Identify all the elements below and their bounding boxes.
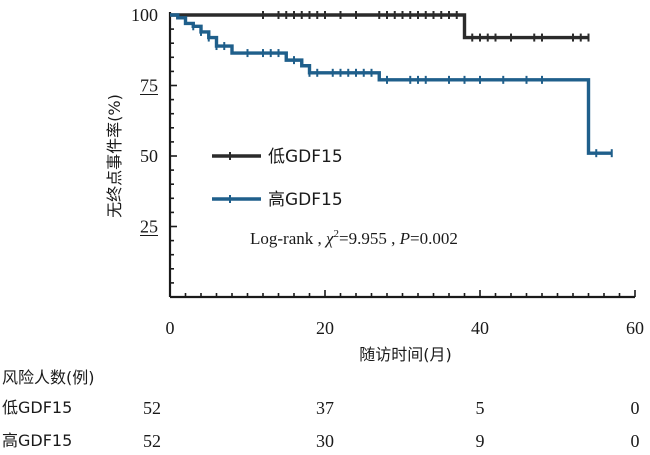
legend-label-2: 高GDF15 [268, 190, 343, 210]
series-layer [170, 11, 613, 158]
risk-cell: 30 [316, 431, 334, 451]
risk-cell: 52 [143, 431, 161, 451]
legend: 低GDF15 高GDF15 Log-rank , χ2=9.955 , P=0.00… [212, 147, 458, 248]
y-axis-title: 无终点事件率(%) [105, 94, 124, 218]
risk-cell: 9 [475, 431, 485, 451]
x-tick-label: 20 [316, 318, 334, 338]
risk-cell: 0 [630, 398, 640, 418]
axes: 25 50 75 100 0 20 40 60 [131, 5, 644, 338]
risk-cell: 0 [630, 431, 640, 451]
risk-cell: 37 [316, 398, 334, 418]
risk-cell: 5 [475, 398, 485, 418]
y-tick-label: 100 [131, 5, 158, 25]
risk-row-label: 低GDF15 [2, 398, 73, 417]
x-tick-label: 40 [471, 318, 489, 338]
legend-label-1: 低GDF15 [268, 147, 343, 167]
risk-row-label: 高GDF15 [2, 431, 73, 450]
series-line-2 [170, 13, 612, 155]
axis-labels: 无终点事件率(%) 随访时间(月) [105, 94, 452, 364]
risk-table-title: 风险人数(例) [2, 368, 95, 387]
risk-cell: 52 [143, 398, 161, 418]
y-tick-label: 25 [140, 217, 158, 237]
y-tick-label: 50 [140, 146, 158, 166]
x-tick-label: 60 [626, 318, 644, 338]
x-tick-label: 0 [166, 318, 175, 338]
logrank-annotation: Log-rank , χ2=9.955 , P=0.002 [250, 228, 458, 248]
y-tick-label: 75 [140, 76, 158, 96]
x-axis-title: 随访时间(月) [359, 345, 452, 364]
